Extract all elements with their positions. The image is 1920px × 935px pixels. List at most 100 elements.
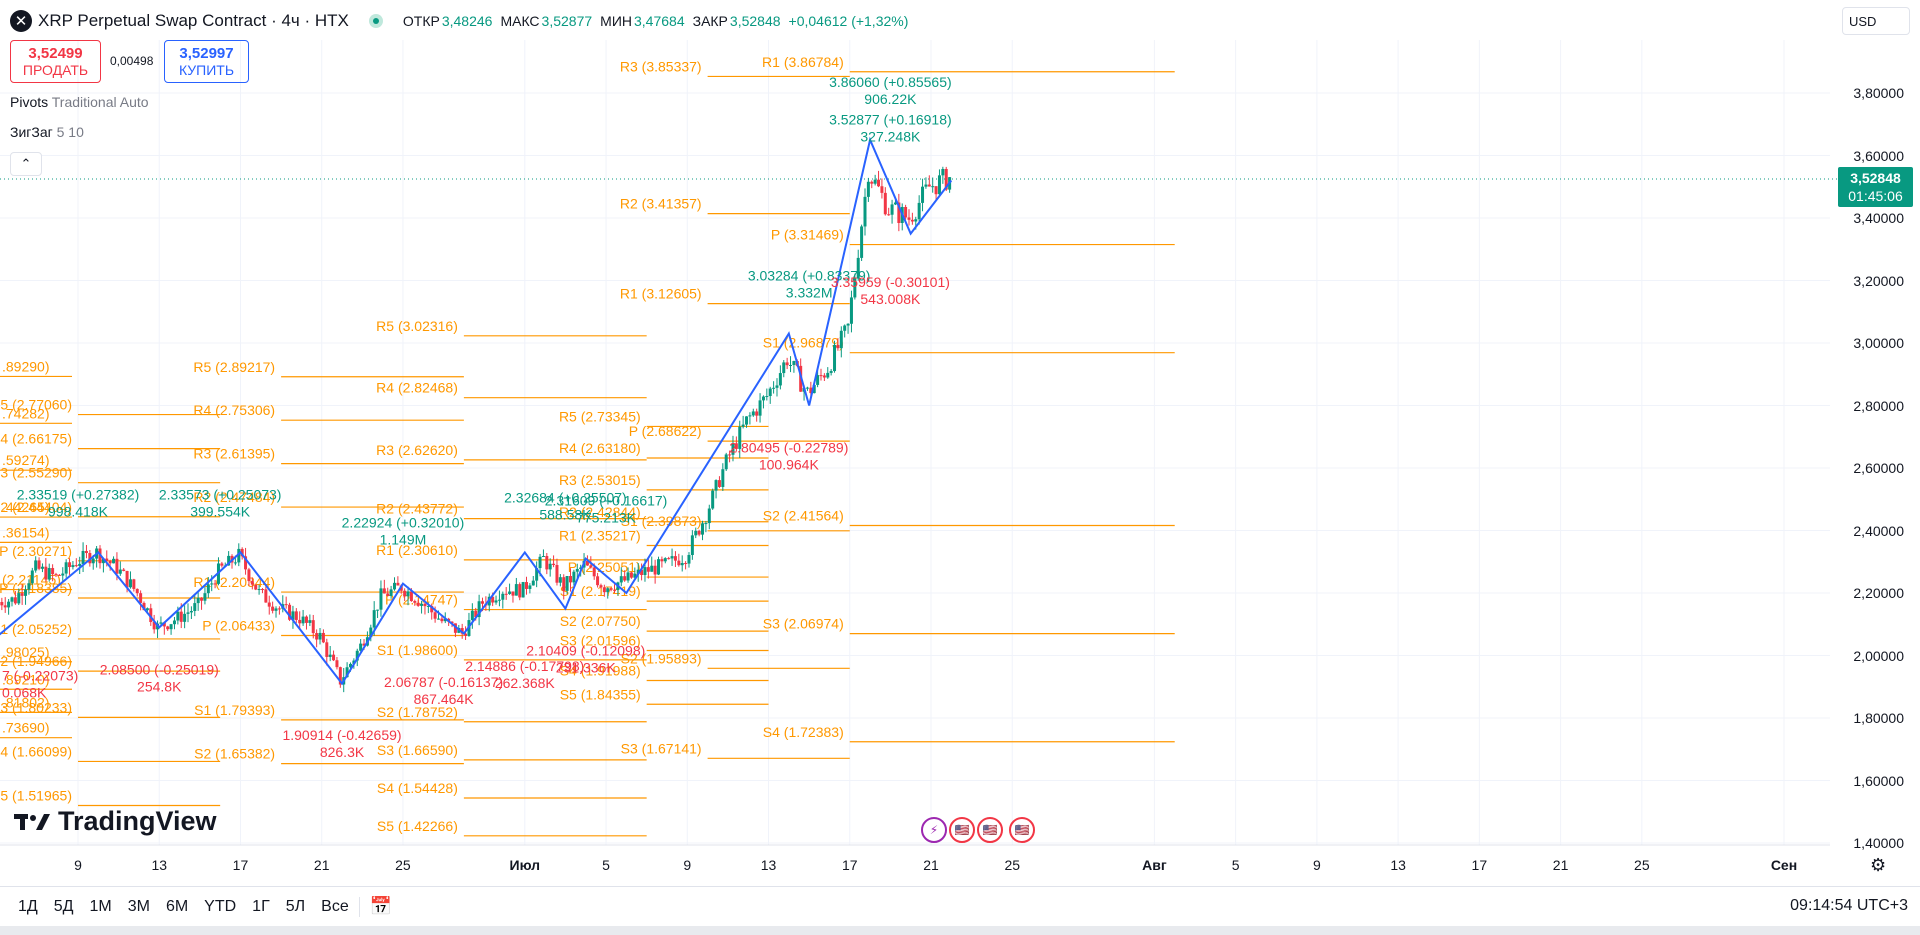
- candle-body: [179, 611, 183, 622]
- economic-events[interactable]: ⚡ 🇺🇸 🇺🇸: [921, 817, 1003, 843]
- ohlc-low-label: МИН: [600, 13, 632, 29]
- zigzag-params: 5 10: [56, 124, 84, 140]
- candle-body: [74, 565, 78, 567]
- pivot-level-label: S1 (1.79393): [194, 702, 275, 718]
- time-tick-label: Сен: [1770, 857, 1798, 873]
- candle-body: [20, 593, 24, 596]
- sell-button[interactable]: 3,52499 ПРОДАТЬ: [10, 40, 101, 83]
- candle-body: [193, 603, 197, 611]
- range-5y[interactable]: 5Л: [285, 897, 306, 915]
- candle-body: [233, 562, 237, 564]
- range-1d[interactable]: 1Д: [18, 897, 38, 915]
- calendar-goto-icon[interactable]: 📅: [369, 896, 393, 916]
- buy-button[interactable]: 3,52997 КУПИТЬ: [164, 40, 249, 83]
- candle-body: [257, 589, 261, 591]
- range-5d[interactable]: 5Д: [53, 897, 74, 915]
- candle-body: [260, 589, 264, 591]
- zigzag-label: 588.58K: [539, 506, 592, 522]
- candle-body: [128, 579, 132, 588]
- zigzag-label: 543.008K: [860, 291, 921, 307]
- close-icon[interactable]: ✕: [10, 10, 32, 32]
- candle-body: [183, 613, 187, 622]
- candle-body: [352, 660, 356, 664]
- candle-body: [440, 618, 444, 622]
- candle-body: [409, 591, 413, 602]
- candle-body: [775, 385, 779, 388]
- price-tick-label: 2,40000: [1853, 522, 1904, 539]
- pivot-level-label: .89290): [2, 358, 49, 374]
- pivot-level-label: R1 (2.35217): [559, 528, 641, 544]
- candle-body: [789, 364, 793, 366]
- candle-body: [819, 375, 823, 377]
- candle-body: [596, 576, 600, 586]
- ohlc-change: +0,04612 (+1,32%): [788, 13, 909, 29]
- pivot-level-label: S1 (2.39873): [621, 513, 702, 529]
- us-flag-icon[interactable]: 🇺🇸: [977, 817, 1003, 843]
- range-3m[interactable]: 3М: [127, 897, 150, 915]
- candle-body: [474, 610, 478, 618]
- price-tick-label: 3,40000: [1853, 210, 1904, 226]
- price-tick-label: 1,80000: [1853, 710, 1904, 726]
- candle-body: [464, 633, 468, 636]
- range-1y[interactable]: 1Г: [252, 897, 270, 915]
- candle-body: [569, 576, 573, 583]
- pivot-level-label: S2 (1.78752): [377, 704, 458, 720]
- candle-body: [376, 609, 380, 611]
- clock[interactable]: 09:14:54 UTC+3: [1790, 897, 1908, 914]
- us-flag-icon[interactable]: 🇺🇸: [1009, 817, 1035, 843]
- candle-body: [531, 580, 535, 586]
- range-all[interactable]: Все: [321, 897, 349, 915]
- economic-events-2[interactable]: 🇺🇸: [1009, 817, 1035, 843]
- collapse-legend-button[interactable]: ⌃: [10, 152, 42, 176]
- zigzag-label: 3.86060 (+0.85565): [829, 74, 952, 90]
- candle-body: [934, 186, 938, 195]
- candle-body: [843, 325, 847, 331]
- candle-body: [667, 558, 671, 560]
- time-tick-label: 9: [74, 857, 82, 873]
- brand-name: TradingView: [58, 806, 217, 836]
- candle-body: [186, 612, 190, 614]
- candle-body: [761, 396, 765, 401]
- candle-body: [189, 610, 193, 613]
- zigzag-label: 3.03284 (+0.83379): [748, 268, 871, 284]
- candle-body: [863, 196, 867, 227]
- candle-body: [264, 589, 268, 603]
- indicator-pivots[interactable]: Pivots Traditional Auto: [10, 94, 149, 110]
- range-6m[interactable]: 6М: [165, 897, 189, 915]
- pivot-level-label: S3 (1.66590): [377, 742, 458, 758]
- ohlc-open-value: 3,48246: [441, 13, 493, 29]
- candle-body: [291, 611, 295, 620]
- gear-icon[interactable]: ⚙: [1870, 855, 1887, 875]
- pivot-level-label: P (3.31469): [771, 227, 844, 243]
- zigzag-label: 867.464K: [414, 691, 475, 707]
- candle-body: [159, 622, 163, 624]
- pivot-level-label: R3 (2.62620): [376, 442, 458, 458]
- candle-body: [508, 591, 512, 594]
- range-ytd[interactable]: YTD: [204, 897, 237, 915]
- zigzag-label: 2.22924 (+0.32010): [342, 514, 465, 530]
- candle-body: [200, 597, 204, 601]
- candle-body: [765, 396, 769, 398]
- candle-body: [545, 556, 549, 570]
- range-1m[interactable]: 1М: [89, 897, 112, 915]
- tradingview-mark-icon: [14, 813, 50, 830]
- candle-body: [68, 562, 72, 568]
- currency-select[interactable]: USD: [1842, 7, 1910, 35]
- candle-body: [37, 560, 41, 569]
- candle-body: [572, 571, 576, 583]
- candle-body: [423, 603, 427, 607]
- candle-body: [883, 192, 887, 215]
- lightning-icon[interactable]: ⚡: [921, 817, 947, 843]
- candle-body: [247, 569, 251, 582]
- indicator-zigzag[interactable]: ЗигЗаг 5 10: [10, 124, 84, 140]
- candle-body: [284, 604, 288, 606]
- symbol-title[interactable]: XRP Perpetual Swap Contract · 4ч · HTX: [38, 11, 349, 30]
- zigzag-label: 2.10409 (-0.12098): [526, 643, 645, 659]
- zigzag-label: 3.35959 (-0.30101): [831, 274, 950, 290]
- pivot-level-label: S5 (1.42266): [377, 818, 458, 834]
- candle-body: [741, 424, 745, 427]
- us-flag-icon[interactable]: 🇺🇸: [949, 817, 975, 843]
- pivot-level-label: S2 (1.65382): [194, 746, 275, 762]
- candle-body: [782, 362, 786, 374]
